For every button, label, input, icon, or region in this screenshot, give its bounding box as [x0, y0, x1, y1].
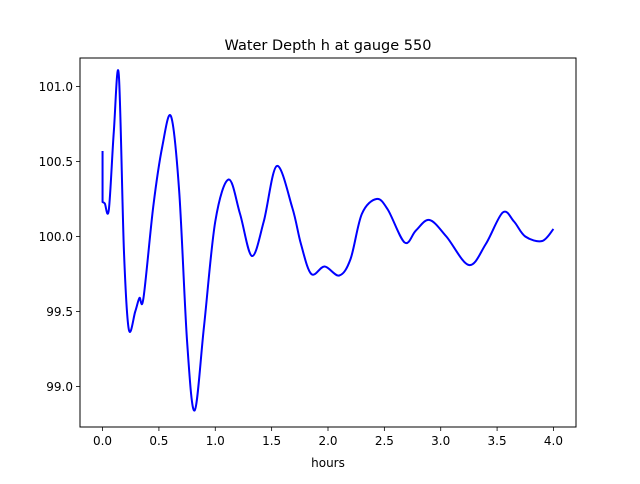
- x-tick-label: 1.5: [262, 434, 281, 448]
- x-tick-label: 3.5: [488, 434, 507, 448]
- chart-title: Water Depth h at gauge 550: [225, 38, 432, 54]
- series-line-h: [101, 69, 555, 412]
- x-tick-label: 0.0: [93, 434, 112, 448]
- x-tick-label: 1.0: [206, 434, 225, 448]
- x-tick-label: 3.0: [431, 434, 450, 448]
- y-tick-label: 101.0: [39, 80, 73, 94]
- x-tick-label: 2.0: [318, 434, 337, 448]
- y-tick-label: 99.5: [46, 305, 73, 319]
- y-tick-label: 99.0: [46, 380, 73, 394]
- y-tick-label: 100.0: [39, 230, 73, 244]
- x-tick-label: 2.5: [375, 434, 394, 448]
- y-tick-label: 100.5: [39, 155, 73, 169]
- x-axis-label: hours: [311, 456, 345, 470]
- x-tick-label: 4.0: [544, 434, 563, 448]
- x-tick-label: 0.5: [149, 434, 168, 448]
